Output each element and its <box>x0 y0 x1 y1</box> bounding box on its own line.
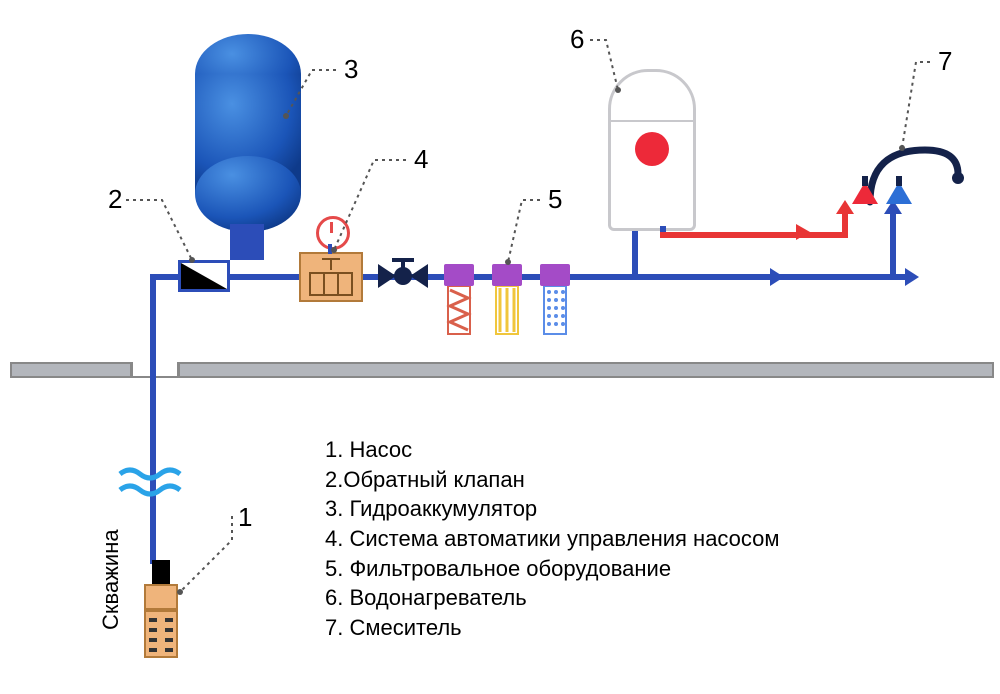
callout-number: 3 <box>344 54 358 85</box>
callout-number: 6 <box>570 24 584 55</box>
well-label: Скважина <box>98 529 124 630</box>
legend-item: 1. Насос <box>325 435 780 465</box>
legend-item: 3. Гидроаккумулятор <box>325 494 780 524</box>
legend-item: 4. Система автоматики управления насосом <box>325 524 780 554</box>
callout-number: 7 <box>938 46 952 77</box>
callout-number: 1 <box>238 502 252 533</box>
legend-item: 2.Обратный клапан <box>325 465 780 495</box>
legend-item: 6. Водонагреватель <box>325 583 780 613</box>
legend-item: 5. Фильтровальное оборудование <box>325 554 780 584</box>
callout-number: 2 <box>108 184 122 215</box>
legend-item: 7. Смеситель <box>325 613 780 643</box>
water-supply-diagram: 1 2 3 4 5 6 7 Скважина 1. Насос 2.Обратн… <box>0 0 1000 694</box>
callout-number: 5 <box>548 184 562 215</box>
legend: 1. Насос 2.Обратный клапан 3. Гидроаккум… <box>325 435 780 643</box>
callout-number: 4 <box>414 144 428 175</box>
